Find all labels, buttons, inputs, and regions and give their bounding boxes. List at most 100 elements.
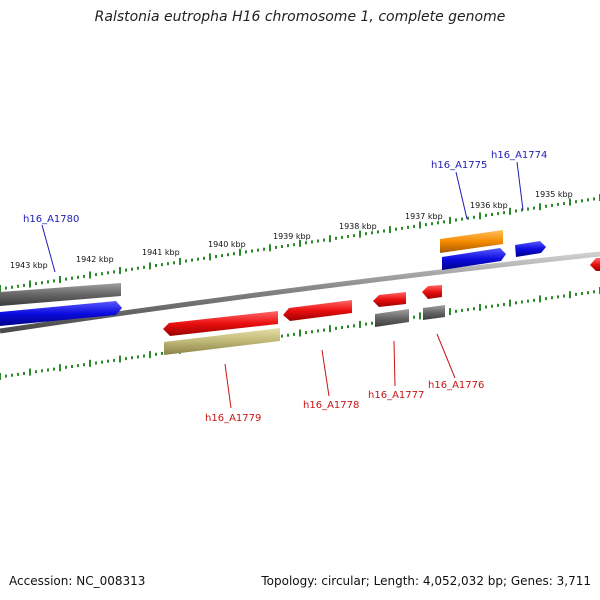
gene-h16-a1779[interactable] — [163, 311, 278, 336]
minor-tick — [281, 334, 283, 338]
major-tick — [89, 271, 91, 279]
minor-tick — [11, 285, 13, 289]
gene-label-bottom[interactable]: h16_A1778 — [303, 400, 359, 411]
minor-tick — [227, 253, 229, 257]
gene-partial-right[interactable] — [590, 258, 600, 271]
major-tick — [359, 320, 361, 328]
major-tick — [449, 216, 451, 224]
major-tick — [0, 373, 1, 380]
minor-tick — [515, 301, 517, 305]
minor-tick — [467, 216, 469, 220]
minor-tick — [587, 291, 589, 295]
minor-tick — [551, 203, 553, 207]
minor-tick — [215, 255, 217, 258]
minor-tick — [281, 245, 283, 248]
scale-label: 1942 kbp — [76, 255, 114, 264]
major-tick — [329, 235, 331, 243]
minor-tick — [527, 299, 529, 303]
minor-tick — [503, 303, 505, 306]
minor-tick — [533, 206, 535, 210]
minor-tick — [443, 220, 445, 224]
minor-tick — [455, 309, 457, 313]
gene-h16-a1779-olive[interactable] — [164, 328, 280, 355]
minor-tick — [47, 280, 49, 284]
minor-tick — [131, 267, 133, 271]
minor-tick — [137, 266, 139, 270]
minor-tick — [155, 352, 157, 356]
minor-tick — [23, 283, 25, 287]
minor-tick — [5, 374, 7, 378]
minor-tick — [545, 204, 547, 208]
minor-tick — [23, 372, 25, 375]
minor-tick — [83, 363, 85, 367]
minor-tick — [575, 200, 577, 204]
minor-tick — [581, 199, 583, 203]
major-tick — [449, 308, 451, 316]
gene-label-top[interactable]: h16_A1775 — [431, 160, 487, 171]
minor-tick — [563, 202, 565, 205]
minor-tick — [335, 326, 337, 330]
minor-tick — [395, 227, 397, 231]
minor-tick — [41, 369, 43, 373]
minor-tick — [371, 231, 373, 235]
gene-h16-a1776-gray[interactable] — [423, 305, 445, 320]
gene-h16-a1780-gray[interactable] — [0, 283, 121, 306]
gene-label-bottom[interactable]: h16_A1776 — [428, 380, 484, 391]
gene-label-bottom[interactable]: h16_A1779 — [205, 413, 261, 424]
minor-tick — [521, 208, 523, 212]
minor-tick — [551, 296, 553, 300]
major-tick — [149, 351, 151, 359]
minor-tick — [413, 315, 415, 319]
gene-h16-a1777-gray[interactable] — [375, 309, 409, 327]
minor-tick — [35, 370, 37, 374]
gene-label-top[interactable]: h16_A1780 — [23, 214, 79, 225]
major-tick — [479, 303, 481, 311]
minor-tick — [275, 245, 277, 249]
major-tick — [509, 299, 511, 307]
minor-tick — [71, 365, 73, 368]
gene-label-bottom[interactable]: h16_A1777 — [368, 390, 424, 401]
major-tick — [419, 221, 421, 229]
minor-tick — [107, 359, 109, 363]
minor-tick — [371, 321, 373, 325]
major-tick — [329, 325, 331, 333]
minor-tick — [473, 307, 475, 311]
gene-label-top[interactable]: h16_A1774 — [491, 150, 547, 161]
minor-tick — [503, 211, 505, 215]
major-tick — [0, 285, 1, 292]
minor-tick — [77, 364, 79, 368]
major-tick — [539, 295, 541, 303]
gene-h16-a1776[interactable] — [422, 285, 442, 299]
minor-tick — [347, 235, 349, 238]
scale-label: 1935 kbp — [535, 190, 573, 199]
minor-tick — [377, 230, 379, 234]
minor-tick — [143, 265, 145, 269]
minor-tick — [533, 298, 535, 302]
minor-tick — [161, 351, 163, 355]
major-tick — [269, 244, 271, 252]
minor-tick — [143, 354, 145, 358]
minor-tick — [563, 294, 565, 298]
gene-h16-a1775-orange[interactable] — [440, 230, 503, 253]
gene-h16-a1777[interactable] — [373, 292, 406, 307]
minor-tick — [311, 330, 313, 334]
major-tick — [239, 248, 241, 256]
major-tick — [119, 355, 121, 363]
minor-tick — [437, 221, 439, 225]
minor-tick — [341, 326, 343, 329]
minor-tick — [317, 329, 319, 333]
gene-h16-a1775[interactable] — [442, 248, 506, 270]
minor-tick — [473, 215, 475, 219]
minor-tick — [83, 274, 85, 278]
scale-label: 1940 kbp — [208, 240, 246, 249]
gene-h16-a1780[interactable] — [0, 301, 122, 326]
scale-label: 1936 kbp — [470, 201, 508, 210]
minor-tick — [167, 262, 169, 266]
minor-tick — [293, 243, 295, 247]
gene-h16-a1778[interactable] — [283, 300, 352, 321]
minor-tick — [101, 360, 103, 364]
major-tick — [209, 253, 211, 261]
minor-tick — [107, 271, 109, 275]
minor-tick — [557, 202, 559, 206]
gene-h16-a1774[interactable] — [515, 241, 546, 257]
